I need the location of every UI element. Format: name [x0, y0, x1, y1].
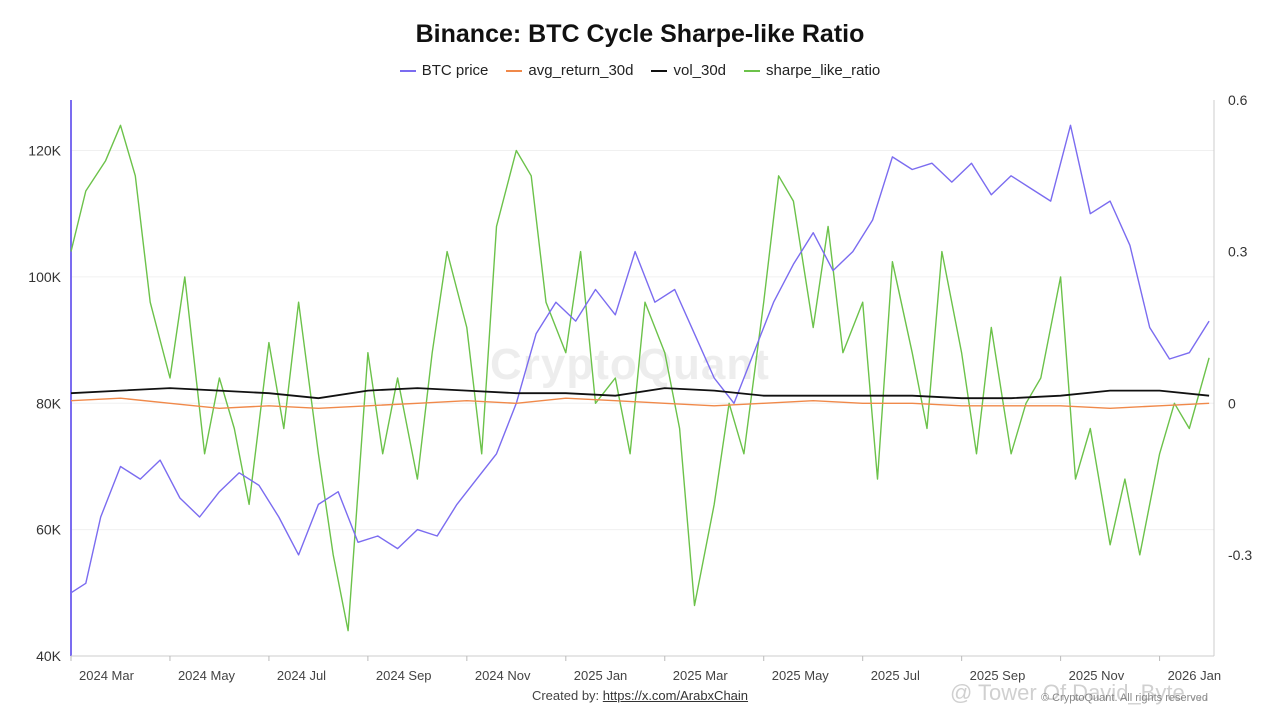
legend-label-sharpe: sharpe_like_ratio — [766, 62, 881, 79]
copyright-text: © CryptoQuant. All rights reserved — [1040, 692, 1208, 704]
overlay-tag: @ Tower Of David_Byte ... — [950, 680, 1210, 705]
legend-swatch-vol — [651, 69, 668, 72]
x-tick-label-4: 2024 Nov — [475, 668, 531, 683]
x-tick-label-6: 2025 Mar — [673, 668, 729, 683]
footer: Created by: https://x.com/ArabxChain — [0, 688, 1280, 703]
x-tick-label-10: 2025 Nov — [1069, 668, 1125, 683]
y-left-tick-label-0: 40K — [36, 648, 62, 664]
author-link[interactable]: https://x.com/ArabxChain — [602, 688, 749, 703]
y-right-tick-label-0: -0.3 — [1228, 547, 1252, 563]
series-line-vol-30d — [70, 387, 1210, 400]
x-tick-label-1: 2024 May — [178, 668, 236, 683]
y-left-tick-label-3: 100K — [28, 269, 61, 285]
x-tick-label-11: 2026 Jan — [1168, 668, 1222, 683]
y-left-tick-label-1: 60K — [36, 522, 62, 538]
legend-item-avg-return[interactable]: avg_return_30d — [506, 62, 633, 79]
y-left-tick-label-4: 120K — [28, 143, 61, 159]
y-left-tick-label-2: 80K — [36, 395, 62, 411]
x-tick-label-7: 2025 May — [772, 668, 830, 683]
x-tick-label-3: 2024 Sep — [376, 668, 432, 683]
legend-swatch-btc-price — [399, 69, 416, 72]
legend-label-avg-return: avg_return_30d — [528, 62, 634, 79]
legend-item-vol[interactable]: vol_30d — [651, 62, 726, 79]
x-tick-label-0: 2024 Mar — [79, 668, 135, 683]
legend-swatch-sharpe — [744, 69, 761, 72]
legend-swatch-avg-return — [506, 69, 523, 72]
series-line-btc-price — [70, 124, 1210, 594]
series-line-avg-return-30d — [70, 397, 1210, 409]
created-by-label: Created by: — [531, 688, 600, 703]
x-tick-label-2: 2024 Jul — [277, 668, 326, 683]
legend-item-btc-price[interactable]: BTC price — [399, 62, 489, 79]
x-tick-label-8: 2025 Jul — [871, 668, 920, 683]
x-tick-label-9: 2025 Sep — [970, 668, 1026, 683]
legend-item-sharpe[interactable]: sharpe_like_ratio — [744, 62, 880, 79]
watermark: CryptoQuant — [490, 340, 770, 389]
legend-label-vol: vol_30d — [673, 62, 727, 79]
y-right-tick-label-2: 0.3 — [1228, 244, 1248, 260]
series-line-sharpe-like-ratio — [70, 124, 1210, 632]
y-right-tick-label-1: 0 — [1228, 395, 1236, 411]
legend-label-btc-price: BTC price — [421, 62, 489, 79]
x-tick-label-5: 2025 Jan — [574, 668, 628, 683]
legend: BTC price avg_return_30d vol_30d sharpe_… — [0, 62, 1280, 79]
chart-title: Binance: BTC Cycle Sharpe-like Ratio — [415, 20, 865, 48]
y-right-tick-label-3: 0.6 — [1228, 92, 1248, 108]
